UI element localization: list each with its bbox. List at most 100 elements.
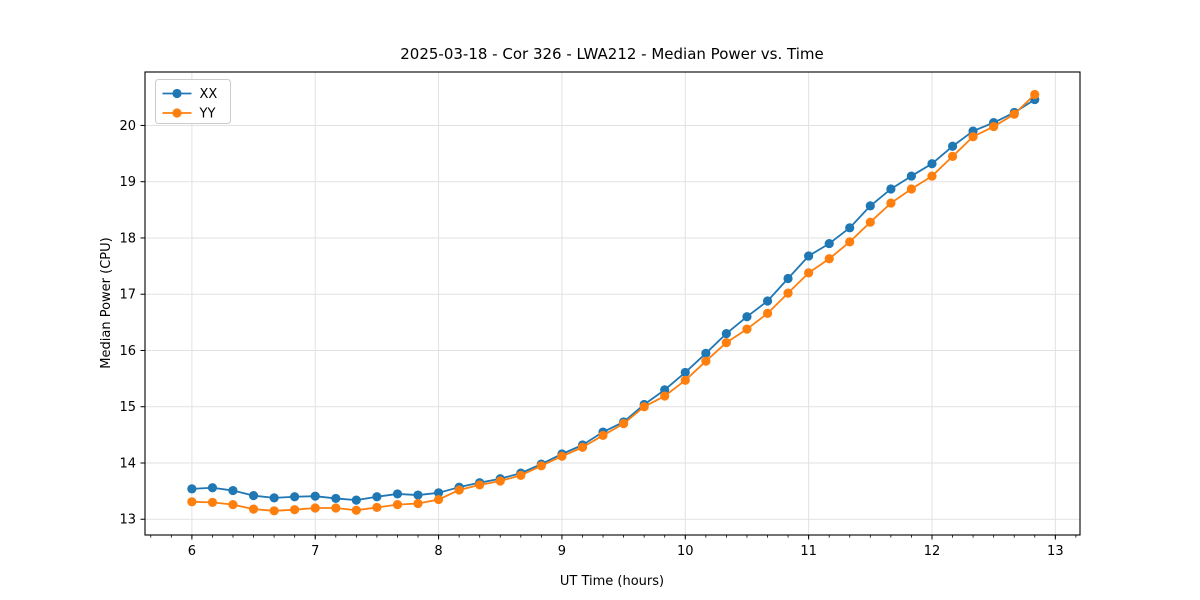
legend-entry-xx: XX — [162, 87, 218, 102]
x-tick-label: 9 — [558, 544, 566, 559]
legend: XX YY — [155, 79, 231, 124]
data-point-yy — [331, 503, 341, 513]
data-point-yy — [187, 497, 197, 507]
data-point-yy — [865, 217, 875, 227]
data-point-yy — [598, 430, 608, 441]
data-point-yy — [762, 308, 773, 318]
data-point-yy — [577, 442, 588, 452]
data-point-yy — [248, 504, 259, 514]
data-point-yy — [660, 391, 670, 401]
x-tick-label: 13 — [1047, 544, 1064, 559]
y-tick-label: 14 — [119, 456, 136, 471]
y-axis-label: Median Power (CPU) — [99, 237, 114, 368]
data-point-yy — [433, 494, 444, 505]
data-point-xx — [269, 493, 279, 503]
x-tick-label: 8 — [434, 544, 442, 559]
data-point-yy — [886, 198, 896, 208]
data-point-xx — [762, 296, 773, 306]
y-tick-label: 15 — [119, 400, 136, 415]
x-tick-label: 7 — [311, 544, 319, 559]
data-point-xx — [392, 489, 403, 499]
data-point-xx — [310, 491, 320, 501]
legend-entry-yy: YY — [162, 107, 216, 122]
y-tick-label: 13 — [119, 513, 136, 528]
data-point-yy — [845, 237, 855, 247]
data-point-xx — [187, 484, 197, 494]
data-point-xx — [886, 184, 896, 194]
chart-title: 2025-03-18 - Cor 326 - LWA212 - Median P… — [400, 45, 824, 63]
y-tick-label: 17 — [119, 288, 136, 303]
legend-marker-sample — [172, 108, 182, 118]
data-point-yy — [536, 461, 546, 471]
data-point-yy — [721, 337, 731, 348]
data-point-yy — [927, 171, 937, 181]
data-point-yy — [989, 121, 999, 132]
plot-border — [144, 71, 1081, 536]
data-point-yy — [742, 324, 752, 334]
x-tick-label: 6 — [188, 544, 196, 559]
data-point-xx — [947, 141, 958, 151]
data-point-yy — [454, 485, 464, 495]
data-point-yy — [680, 375, 690, 385]
data-series — [187, 89, 1040, 516]
x-tick-label: 11 — [800, 544, 817, 559]
data-point-yy — [516, 470, 526, 480]
series-yy — [187, 89, 1040, 516]
data-point-yy — [824, 254, 834, 264]
data-point-yy — [372, 502, 382, 513]
data-point-yy — [413, 498, 423, 509]
data-point-xx — [351, 495, 361, 505]
data-point-xx — [721, 328, 731, 339]
data-point-yy — [1009, 109, 1019, 119]
data-point-yy — [639, 402, 649, 412]
data-point-yy — [228, 500, 238, 510]
data-point-yy — [290, 505, 300, 515]
data-point-xx — [783, 273, 793, 284]
data-point-xx — [331, 493, 341, 504]
grid-lines — [145, 72, 1080, 535]
legend-box — [155, 79, 231, 124]
data-point-yy — [619, 419, 629, 429]
data-point-xx — [865, 201, 875, 211]
data-point-yy — [351, 505, 361, 515]
data-point-xx — [845, 223, 855, 233]
data-point-xx — [701, 348, 711, 358]
data-point-xx — [248, 491, 259, 501]
data-point-xx — [228, 485, 238, 496]
x-axis-label: UT Time (hours) — [560, 574, 664, 589]
legend-label: XX — [200, 87, 218, 102]
legend-marker-sample — [172, 88, 182, 99]
legend-label: YY — [199, 107, 216, 122]
data-point-yy — [495, 476, 505, 486]
data-point-yy — [475, 480, 485, 490]
data-point-yy — [557, 451, 567, 461]
data-point-xx — [413, 490, 423, 500]
data-point-xx — [742, 312, 752, 322]
data-point-yy — [207, 497, 218, 507]
data-point-xx — [207, 483, 218, 493]
y-tick-label: 19 — [119, 175, 136, 190]
data-point-yy — [392, 500, 403, 510]
data-point-yy — [269, 506, 279, 516]
data-point-yy — [310, 503, 320, 513]
y-tick-label: 20 — [119, 119, 136, 134]
data-point-xx — [906, 171, 916, 181]
data-point-xx — [680, 367, 690, 378]
data-point-xx — [824, 238, 834, 249]
series-line-yy — [191, 93, 1036, 512]
data-point-xx — [290, 492, 300, 502]
data-point-yy — [947, 151, 958, 161]
data-point-xx — [433, 488, 444, 498]
data-point-yy — [1030, 89, 1040, 100]
axes — [140, 71, 1081, 540]
data-point-xx — [804, 251, 814, 261]
y-tick-label: 18 — [119, 231, 136, 246]
x-tick-label: 12 — [924, 544, 941, 559]
data-point-yy — [783, 288, 793, 298]
y-tick-label: 16 — [119, 344, 136, 359]
tick-labels: 6 7 8 9 10 11 12 13 13 14 15 16 17 18 19 20 — [119, 119, 1063, 559]
data-point-yy — [968, 132, 978, 142]
x-tick-label: 10 — [677, 544, 694, 559]
series-line-xx — [191, 98, 1036, 502]
